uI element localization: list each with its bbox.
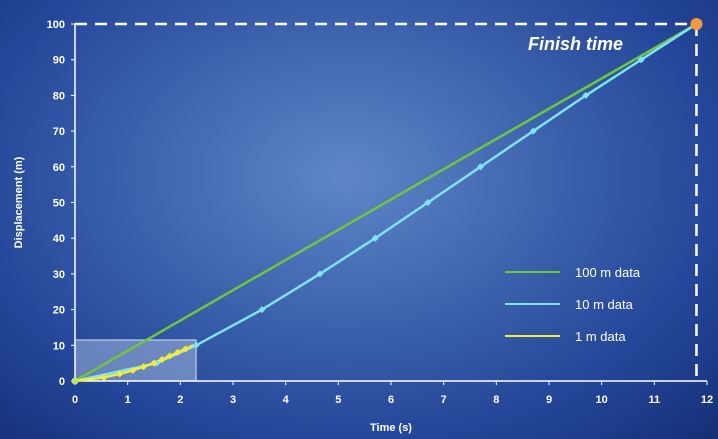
data-point-1-m-data: [129, 366, 137, 374]
legend-label-100-m-data: 100 m data: [575, 265, 641, 280]
data-point-10-m-data: [371, 234, 379, 242]
y-tick-label: 10: [53, 340, 65, 352]
x-tick-label: 4: [283, 394, 290, 406]
data-point-1-m-data: [116, 370, 124, 378]
data-point-1-m-data: [166, 352, 174, 360]
y-tick-label: 0: [59, 376, 65, 388]
x-tick-label: 7: [441, 394, 447, 406]
legend-label-1-m-data: 1 m data: [575, 329, 626, 344]
x-tick-label: 11: [649, 394, 661, 406]
x-tick-label: 2: [177, 394, 183, 406]
x-tick-label: 12: [701, 394, 713, 406]
series-line-100-m-data: [74, 22, 698, 383]
y-tick-label: 20: [53, 305, 65, 317]
y-tick-label: 80: [53, 90, 65, 102]
data-point-10-m-data: [637, 56, 645, 64]
data-point-10-m-data: [192, 341, 200, 349]
x-tick-label: 5: [335, 394, 341, 406]
data-point-1-m-data: [158, 356, 166, 364]
data-point-10-m-data: [316, 270, 324, 278]
y-tick-label: 30: [53, 269, 65, 281]
data-point-10-m-data: [424, 198, 432, 207]
x-tick-label: 10: [596, 394, 608, 406]
x-tick-label: 1: [125, 394, 131, 406]
x-tick-label: 0: [72, 394, 78, 406]
x-tick-label: 8: [493, 394, 499, 406]
x-tick-label: 6: [388, 394, 394, 406]
finish-time-annotation: Finish time: [528, 34, 623, 54]
y-tick-label: 50: [53, 198, 65, 210]
x-axis-title: Time (s): [370, 422, 412, 434]
y-tick-label: 60: [53, 162, 65, 174]
data-point-1-m-data: [174, 348, 182, 356]
data-point-1-m-data: [100, 373, 108, 381]
data-point-1-m-data: [182, 345, 190, 353]
y-tick-label: 100: [47, 19, 65, 31]
y-tick-label: 90: [53, 55, 65, 67]
y-axis-title: Displacement (m): [13, 156, 25, 248]
y-tick-label: 70: [53, 126, 65, 138]
legend-label-10-m-data: 10 m data: [575, 297, 634, 312]
origin-point: [71, 377, 79, 385]
x-tick-label: 3: [230, 394, 236, 406]
data-point-1-m-data: [139, 363, 148, 371]
data-point-10-m-data: [529, 127, 537, 135]
data-point-10-m-data: [258, 306, 266, 314]
finish-point: [690, 18, 703, 30]
x-tick-label: 9: [546, 394, 552, 406]
y-tick-label: 40: [53, 233, 65, 245]
data-point-10-m-data: [476, 163, 485, 171]
data-point-10-m-data: [582, 91, 590, 99]
data-point-1-m-data: [150, 359, 158, 367]
